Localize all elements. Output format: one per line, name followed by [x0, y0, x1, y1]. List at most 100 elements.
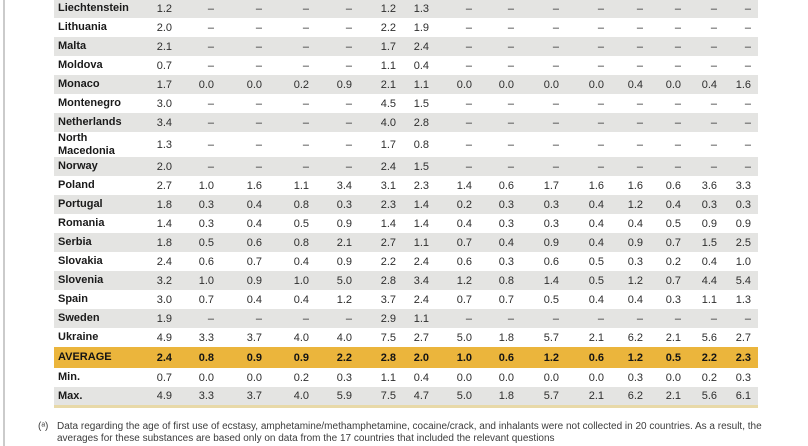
cell-value: 0.9: [701, 217, 717, 230]
cell-value: 1.3: [413, 2, 429, 15]
cell-value: 0.3: [336, 198, 352, 211]
cell-value: –: [465, 59, 472, 72]
cell-value: 0.0: [456, 78, 472, 91]
cell-value: 2.4: [156, 255, 172, 268]
cell-value: 1.2: [156, 2, 172, 15]
cell-value: 1.0: [456, 351, 472, 364]
cell-value: 3.7: [246, 331, 262, 344]
table-row: Norway 2.0 – – – – 2.4 1.5 – – – – – – – –: [54, 157, 758, 176]
cell-value: 5.6: [701, 331, 717, 344]
cell-value: –: [345, 138, 352, 151]
cell-value: –: [636, 21, 643, 34]
cell-value: 0.5: [198, 236, 214, 249]
cell-value: –: [636, 160, 643, 173]
cell-value: 0.9: [336, 78, 352, 91]
cell-value: 4.4: [701, 274, 717, 287]
cell-value: 0.7: [456, 293, 472, 306]
cell-value: 0.5: [588, 274, 604, 287]
cell-value: 0.3: [198, 198, 214, 211]
cell-value: 0.3: [336, 371, 352, 384]
cell-value: 0.7: [246, 255, 262, 268]
cell-value: 1.1: [293, 179, 309, 192]
row-label: Min.: [58, 371, 80, 384]
cell-value: –: [465, 40, 472, 53]
cell-value: 1.5: [413, 160, 429, 173]
cell-value: 2.2: [701, 351, 717, 364]
table-row: Slovakia 2.4 0.6 0.7 0.4 0.9 2.2 2.4 0.6 0.3 0.6 0.…: [54, 252, 758, 271]
cell-value: –: [255, 138, 262, 151]
cell-value: 1.3: [735, 293, 751, 306]
cell-value: 0.3: [543, 198, 559, 211]
table-row: Portugal 1.8 0.3 0.4 0.8 0.3 2.3 1.4 0.2 0.3 0.3 0.…: [54, 195, 758, 214]
cell-value: 0.9: [543, 236, 559, 249]
table-row: Poland 2.7 1.0 1.6 1.1 3.4 3.1 2.3 1.4 0.6 1.7 1.6 1…: [54, 176, 758, 195]
cell-value: 0.4: [588, 198, 604, 211]
table-row: Min. 0.7 0.0 0.0 0.2 0.3 1.1 0.4 0.0 0.0 0.0 0.0 0.3…: [54, 368, 758, 387]
row-label: Liechtenstein: [58, 2, 129, 15]
cell-value: 1.6: [588, 179, 604, 192]
table-row: Sweden 1.9 – – – – 2.9 1.1 – – – – – – – –: [54, 309, 758, 328]
cell-value: 0.0: [665, 78, 681, 91]
cell-value: –: [302, 21, 309, 34]
cell-value: 0.6: [498, 179, 514, 192]
cell-value: 0.9: [627, 236, 643, 249]
cell-value: 1.6: [735, 78, 751, 91]
cell-value: –: [597, 160, 604, 173]
cell-value: 1.5: [413, 97, 429, 110]
cell-value: 6.1: [735, 389, 751, 402]
cell-value: 0.4: [701, 255, 717, 268]
cell-value: 0.3: [543, 217, 559, 230]
cell-value: 1.4: [543, 274, 559, 287]
cell-value: –: [552, 2, 559, 15]
cell-value: 3.6: [701, 179, 717, 192]
cell-value: 2.0: [156, 21, 172, 34]
cell-value: –: [507, 116, 514, 129]
cell-value: –: [636, 138, 643, 151]
cell-value: –: [465, 2, 472, 15]
cell-value: 0.5: [665, 217, 681, 230]
cell-value: 0.0: [456, 371, 472, 384]
cell-value: 2.1: [156, 40, 172, 53]
table-row: Moldova 0.7 – – – – 1.1 0.4 – – – – – – – –: [54, 56, 758, 75]
cell-value: 3.7: [246, 389, 262, 402]
cell-value: 0.7: [156, 59, 172, 72]
cell-value: 4.9: [156, 331, 172, 344]
cell-value: –: [552, 59, 559, 72]
footnote-text: Data regarding the age of first use of e…: [57, 421, 762, 444]
cell-value: 6.2: [627, 389, 643, 402]
cell-value: 0.0: [498, 78, 514, 91]
cell-value: 1.9: [156, 312, 172, 325]
cell-value: 0.5: [293, 217, 309, 230]
cell-value: 1.4: [413, 217, 429, 230]
cell-value: 0.0: [246, 78, 262, 91]
cell-value: 1.5: [701, 236, 717, 249]
table-row: Montenegro 3.0 – – – – 4.5 1.5 – – – – – – – –: [54, 94, 758, 113]
cell-value: 2.8: [413, 116, 429, 129]
cell-value: 5.0: [456, 331, 472, 344]
cell-value: 0.9: [293, 351, 309, 364]
cell-value: –: [597, 2, 604, 15]
cell-value: –: [465, 116, 472, 129]
country-data-table: Liechtenstein 1.2– – – –1.2 1.3– – – – – – – – Lithua…: [54, 0, 758, 408]
cell-value: –: [345, 312, 352, 325]
cell-value: –: [207, 138, 214, 151]
cell-value: –: [744, 312, 751, 325]
cell-value: –: [552, 160, 559, 173]
cell-value: 1.0: [198, 179, 214, 192]
cell-value: –: [302, 160, 309, 173]
cell-value: 0.3: [198, 217, 214, 230]
cell-value: –: [302, 97, 309, 110]
cell-value: 1.1: [380, 371, 396, 384]
cell-value: 2.4: [156, 351, 172, 364]
cell-value: –: [207, 97, 214, 110]
cell-value: 0.9: [246, 351, 262, 364]
table-row: Ukraine 4.9 3.3 3.7 4.0 4.0 7.5 2.7 5.0 1.8 5.7 2.1…: [54, 328, 758, 347]
cell-value: 1.2: [380, 2, 396, 15]
cell-value: 1.1: [701, 293, 717, 306]
cell-value: –: [507, 59, 514, 72]
table-row: Netherlands 3.4 – – – – 4.0 2.8 – – – – – – – –: [54, 113, 758, 132]
cell-value: –: [465, 21, 472, 34]
cell-value: 3.0: [156, 97, 172, 110]
cell-value: –: [710, 160, 717, 173]
cell-value: 2.8: [380, 274, 396, 287]
